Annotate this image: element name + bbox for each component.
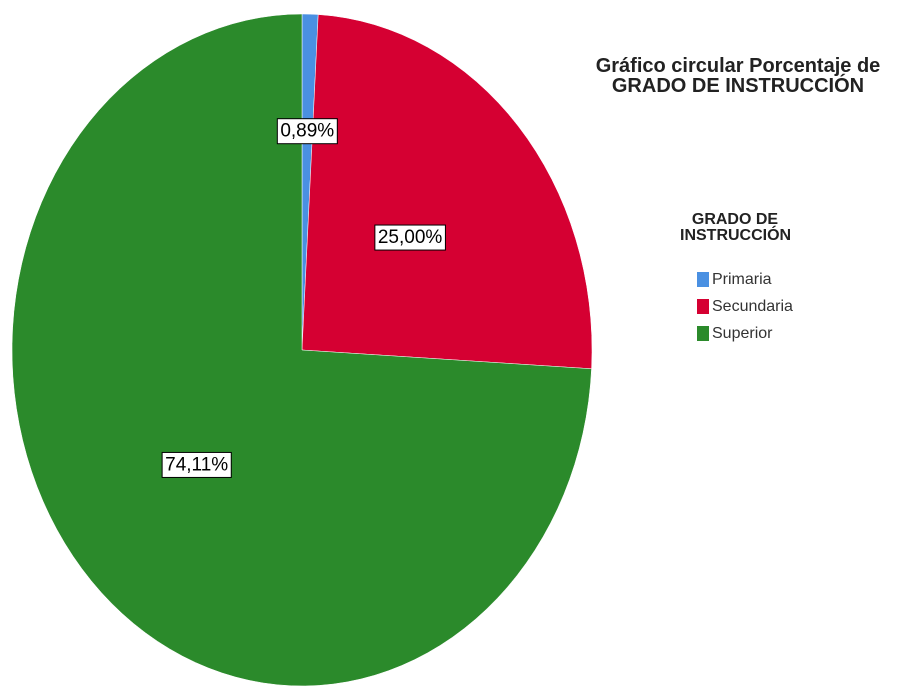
data-label: 0,89% bbox=[276, 118, 338, 145]
chart-title: Gráfico circular Porcentaje de GRADO DE … bbox=[595, 55, 881, 97]
legend-swatch bbox=[697, 272, 709, 287]
data-label-box bbox=[276, 118, 338, 145]
data-label: 25,00% bbox=[374, 224, 446, 251]
pie-slice bbox=[11, 13, 592, 686]
legend-swatch bbox=[697, 326, 709, 341]
pie-slice bbox=[301, 14, 593, 370]
legend-title: GRADO DE INSTRUCCIÓN bbox=[680, 211, 792, 244]
data-label-box bbox=[374, 224, 446, 251]
legend-label: Secundaria bbox=[712, 298, 793, 315]
legend-label: Superior bbox=[712, 325, 773, 342]
data-label-text: 74,11% bbox=[165, 454, 228, 475]
legend-label: Primaria bbox=[712, 271, 772, 288]
data-label-box bbox=[161, 451, 232, 478]
legend-swatch bbox=[697, 299, 709, 314]
data-label-text: 25,00% bbox=[378, 227, 443, 248]
data-label-text: 0,89% bbox=[280, 121, 334, 142]
data-label: 74,11% bbox=[161, 451, 232, 478]
